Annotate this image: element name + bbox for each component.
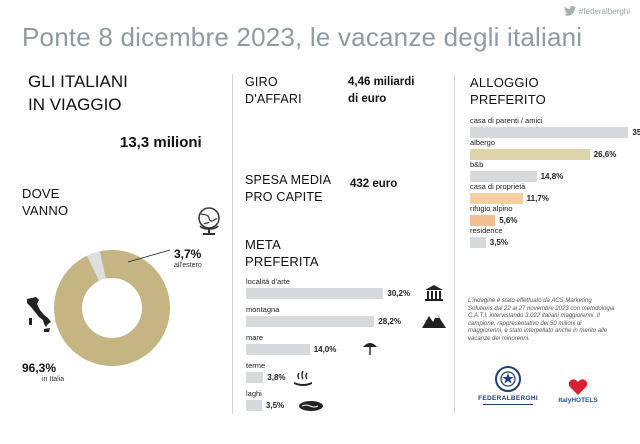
federalberghi-underline — [483, 404, 533, 405]
business-value: 4,46 miliardi di euro — [348, 76, 415, 105]
travelers-label: GLI ITALIANI IN VIAGGIO — [28, 72, 128, 114]
lodging-label: casa di parenti / amici — [470, 116, 543, 125]
destination-value: 28,2% — [378, 317, 401, 326]
destination-bar — [246, 372, 264, 383]
lodging-value: 26,6% — [593, 150, 617, 159]
lodging-value: 14,8% — [540, 172, 564, 181]
lake-icon — [299, 401, 323, 411]
abroad-pct: 3,7% — [174, 247, 202, 261]
column-divider-1 — [232, 74, 233, 414]
lodging-bar — [470, 215, 496, 226]
destination-label: località d'arte — [246, 277, 290, 286]
lodging-bar — [470, 127, 629, 138]
lodging-value: 5,6% — [499, 216, 518, 225]
destination-donut-chart — [53, 249, 171, 366]
destination-label: META PREFERITA — [245, 237, 319, 269]
lodging-value: 35,2% — [632, 128, 640, 137]
heart-icon — [568, 379, 588, 395]
lodging-label: ALLOGGIO PREFERITO — [470, 75, 546, 107]
twitter-bird-icon — [563, 6, 576, 16]
abroad-label: all'estero — [174, 262, 202, 269]
destination-bar — [246, 344, 310, 355]
destination-bar — [246, 288, 384, 299]
lodging-bar — [470, 149, 590, 160]
travelers-value: 13,3 milioni — [120, 134, 202, 151]
column-divider-2 — [454, 74, 455, 414]
museum-icon — [425, 285, 443, 301]
destination-value: 14,0% — [313, 345, 337, 354]
spending-value: 432 euro — [350, 178, 398, 190]
destination-value: 3,5% — [265, 401, 285, 410]
umbrella-icon — [363, 343, 377, 355]
lodging-label: b&b — [470, 160, 484, 169]
spa-icon — [294, 370, 312, 386]
hashtag-badge: #federalberghi — [563, 6, 630, 16]
page-title: Ponte 8 dicembre 2023, le vacanze degli … — [22, 22, 583, 52]
abroad-leader-line — [127, 249, 171, 263]
lodging-label: rifugio alpino — [470, 204, 513, 213]
destination-label: mare — [246, 333, 264, 342]
where-label: DOVE VANNO — [22, 186, 69, 218]
destination-bar — [246, 316, 375, 327]
donut-slice-italy — [53, 250, 170, 366]
lodging-bar — [470, 171, 537, 182]
lodging-bar — [470, 193, 523, 204]
italy-map-icon — [27, 297, 51, 332]
spending-label: SPESA MEDIA PRO CAPITE — [245, 173, 332, 204]
italy-pct: 96,3% — [22, 361, 57, 375]
donut-slice-abroad — [87, 251, 106, 281]
mountain-icon — [422, 314, 446, 328]
globe-icon — [198, 207, 220, 235]
federalberghi-logo: FEDERALBERGHI — [478, 366, 538, 412]
hashtag-text: #federalberghi — [578, 6, 630, 16]
lodging-label: residence — [470, 226, 503, 235]
destination-value: 3,8% — [267, 373, 286, 382]
italyhotels-logo: ItalyHOTELS — [548, 378, 608, 414]
lodging-label: albergo — [470, 138, 496, 147]
lodging-value: 3,5% — [489, 238, 508, 247]
destination-value: 30,2% — [387, 289, 411, 298]
federalberghi-emblem-icon — [495, 366, 521, 392]
italy-label: in Italia — [42, 376, 65, 383]
destination-label: terme — [246, 361, 266, 370]
lodging-value: 11,7% — [526, 194, 549, 203]
destination-label: laghi — [246, 389, 262, 398]
methodology-note: L'indagine è stato effettuato da ACS Mar… — [468, 298, 615, 342]
business-label: GIRO D'AFFARI — [245, 75, 302, 106]
destination-bar — [246, 400, 262, 411]
lodging-bar — [470, 237, 486, 248]
lodging-label: casa di proprietà — [470, 182, 526, 191]
destination-label: montagna — [246, 305, 280, 314]
